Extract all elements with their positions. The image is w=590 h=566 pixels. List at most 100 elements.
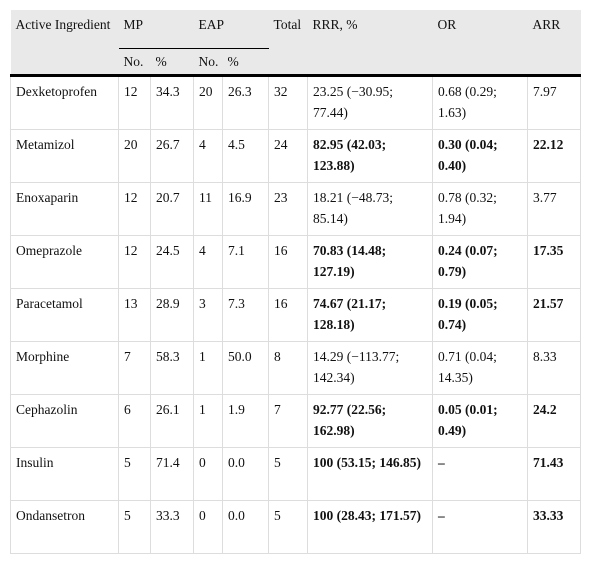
header-cell: MP [118, 10, 194, 49]
table-cell: 50.0 [222, 341, 270, 395]
table-cell: Dexketoprofen [10, 75, 119, 130]
table-cell: 26.7 [149, 129, 195, 183]
table-cell: 8 [268, 341, 309, 395]
header-cell: Total [268, 10, 308, 77]
table-row: Enoxaparin 12 20.7 11 16.9 23 18.21 (−48.73; 8… [10, 182, 582, 236]
table-cell: 34.3 [149, 75, 195, 130]
table-cell: 7.97 [527, 75, 582, 130]
table-cell: 20.7 [149, 182, 195, 236]
table-cell: 7.3 [222, 288, 270, 342]
table-cell: 1.9 [222, 394, 270, 448]
table-cell: 3 [193, 288, 224, 342]
header-cell: ARR [527, 10, 581, 77]
table-cell: Omeprazole [10, 235, 119, 289]
table-cell: 24.5 [149, 235, 195, 289]
table-cell: 71.43 [527, 447, 582, 501]
header-cell: Active Ingredient [10, 10, 119, 77]
header-cell: EAP [193, 10, 269, 49]
table-cell: 18.21 (−48.73; 85.14) [307, 182, 434, 236]
table-cell: Paracetamol [10, 288, 119, 342]
table-cell: 14.29 (−113.77; 142.34) [307, 341, 434, 395]
header-cell: % [150, 48, 194, 77]
table-cell: 71.4 [149, 447, 195, 501]
table-cell: Metamizol [10, 129, 119, 183]
table-cell: 7 [268, 394, 309, 448]
table-cell: 20 [193, 75, 224, 130]
table-cell: 32 [268, 75, 309, 130]
header-cell: RRR, % [307, 10, 433, 77]
table-body: Dexketoprofen 12 34.3 20 26.3 32 23.25 (−30.95… [10, 75, 582, 554]
table-cell: Cephazolin [10, 394, 119, 448]
table-cell: Ondansetron [10, 500, 119, 554]
table-cell: 4.5 [222, 129, 270, 183]
table-row: Omeprazole 12 24.5 4 7.1 16 70.83 (14.48; 127.… [10, 235, 582, 289]
table-cell: Morphine [10, 341, 119, 395]
table-cell: 28.9 [149, 288, 195, 342]
table-cell: 33.33 [527, 500, 582, 554]
table-cell: 13 [118, 288, 151, 342]
table-cell: 0.19 (0.05; 0.74) [432, 288, 529, 342]
header-cell: % [222, 48, 269, 77]
table-cell: 22.12 [527, 129, 582, 183]
table-cell: – [432, 447, 529, 501]
table-cell: 0.71 (0.04; 14.35) [432, 341, 529, 395]
table-cell: 26.3 [222, 75, 270, 130]
table-cell: 21.57 [527, 288, 582, 342]
table-cell: 16.9 [222, 182, 270, 236]
table-cell: 0.0 [222, 500, 270, 554]
table-cell: 6 [118, 394, 151, 448]
table-cell: 0.05 (0.01; 0.49) [432, 394, 529, 448]
table-cell: Enoxaparin [10, 182, 119, 236]
table-cell: 0 [193, 500, 224, 554]
table-cell: 0.30 (0.04; 0.40) [432, 129, 529, 183]
table-cell: 70.83 (14.48; 127.19) [307, 235, 434, 289]
table-cell: 5 [268, 500, 309, 554]
table-cell: 1 [193, 341, 224, 395]
table-cell: 0.24 (0.07; 0.79) [432, 235, 529, 289]
table-cell: 0 [193, 447, 224, 501]
table-row: Cephazolin 6 26.1 1 1.9 7 92.77 (22.56; 162.98… [10, 394, 582, 448]
table-cell: 12 [118, 235, 151, 289]
table-cell: 12 [118, 182, 151, 236]
table-cell: 24.2 [527, 394, 582, 448]
table-cell: 5 [118, 447, 151, 501]
table-cell: 58.3 [149, 341, 195, 395]
table-row: Dexketoprofen 12 34.3 20 26.3 32 23.25 (−30.95… [10, 75, 582, 130]
table-cell: 92.77 (22.56; 162.98) [307, 394, 434, 448]
table-cell: 0.0 [222, 447, 270, 501]
table-cell: – [432, 500, 529, 554]
table-cell: 8.33 [527, 341, 582, 395]
table-cell: 5 [118, 500, 151, 554]
table-header: Active Ingredient MP EAP Total RRR, % OR… [10, 10, 581, 77]
results-table: Active Ingredient MP EAP Total RRR, % OR… [10, 10, 582, 554]
header-cell: OR [432, 10, 528, 77]
table-cell: 82.95 (42.03; 123.88) [307, 129, 434, 183]
table-row: Ondansetron 5 33.3 0 0.0 5 100 (28.43; 171.57)… [10, 500, 582, 554]
table-cell: Insulin [10, 447, 119, 501]
table-cell: 11 [193, 182, 224, 236]
table-cell: 0.68 (0.29; 1.63) [432, 75, 529, 130]
table-cell: 16 [268, 288, 309, 342]
table-cell: 17.35 [527, 235, 582, 289]
table-cell: 100 (28.43; 171.57) [307, 500, 434, 554]
table-cell: 26.1 [149, 394, 195, 448]
table-row: Paracetamol 13 28.9 3 7.3 16 74.67 (21.17; 128… [10, 288, 582, 342]
table-cell: 7.1 [222, 235, 270, 289]
table-cell: 20 [118, 129, 151, 183]
table-row: Morphine 7 58.3 1 50.0 8 14.29 (−113.77; 142.3… [10, 341, 582, 395]
table-cell: 74.67 (21.17; 128.18) [307, 288, 434, 342]
table-cell: 4 [193, 129, 224, 183]
table-cell: 12 [118, 75, 151, 130]
table-cell: 23 [268, 182, 309, 236]
table-cell: 4 [193, 235, 224, 289]
table-cell: 1 [193, 394, 224, 448]
table-cell: 16 [268, 235, 309, 289]
table-cell: 100 (53.15; 146.85) [307, 447, 434, 501]
header-cell: No. [193, 48, 223, 77]
table-cell: 33.3 [149, 500, 195, 554]
table-cell: 7 [118, 341, 151, 395]
table-row: Insulin 5 71.4 0 0.0 5 100 (53.15; 146.85) –71.… [10, 447, 582, 501]
table-cell: 3.77 [527, 182, 582, 236]
table-cell: 0.78 (0.32; 1.94) [432, 182, 529, 236]
